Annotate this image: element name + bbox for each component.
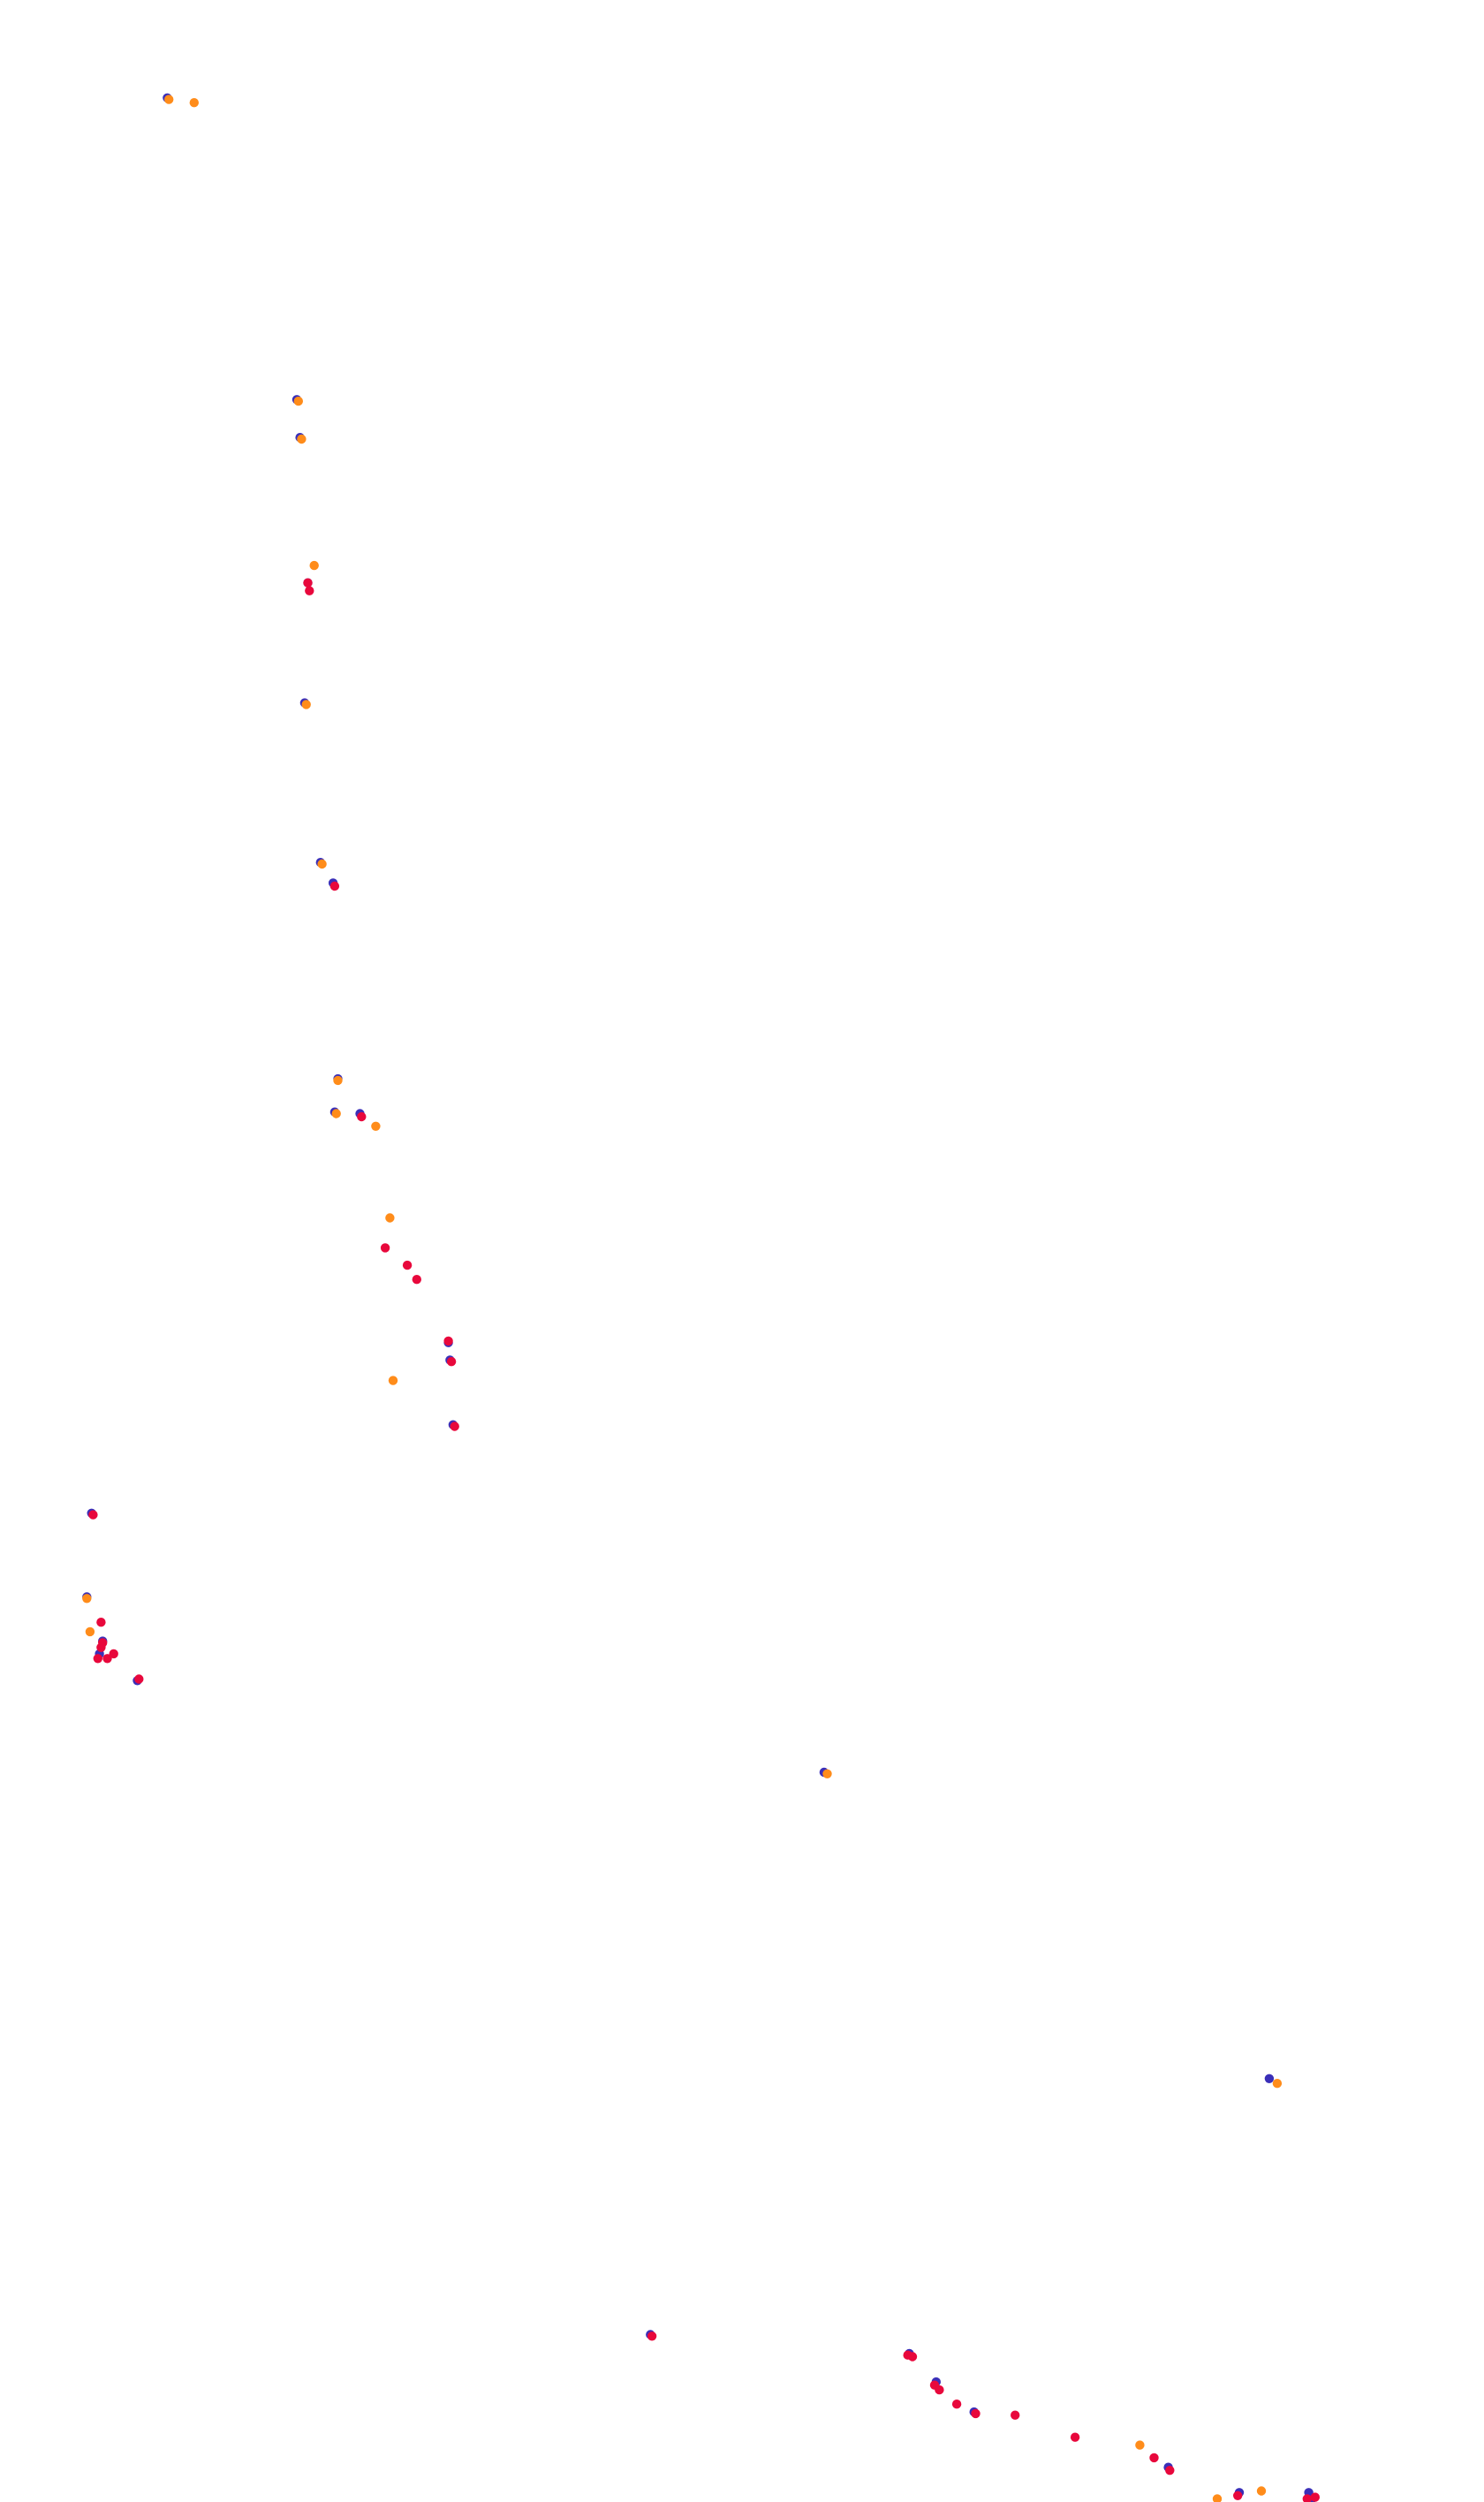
series-2-group bbox=[88, 578, 1321, 2502]
data-point bbox=[1233, 2491, 1243, 2500]
data-point bbox=[380, 1243, 390, 1253]
data-point bbox=[1310, 2492, 1321, 2502]
data-point bbox=[935, 2384, 944, 2395]
data-point bbox=[402, 1260, 413, 1270]
data-point bbox=[1212, 2494, 1223, 2502]
series-1-group bbox=[82, 95, 1283, 2502]
data-point bbox=[98, 1638, 108, 1648]
data-point bbox=[446, 1357, 457, 1367]
data-point bbox=[134, 1674, 144, 1684]
data-point bbox=[309, 560, 319, 571]
data-point bbox=[951, 2400, 962, 2409]
data-point bbox=[647, 2331, 657, 2341]
data-point bbox=[301, 700, 311, 709]
data-point bbox=[357, 1111, 367, 1122]
data-point bbox=[1149, 2453, 1159, 2463]
data-point bbox=[822, 1769, 832, 1779]
data-point bbox=[1070, 2432, 1080, 2442]
data-point bbox=[1165, 2466, 1175, 2475]
data-point bbox=[82, 1594, 92, 1604]
data-point bbox=[189, 98, 199, 108]
data-point bbox=[385, 1213, 395, 1223]
data-point bbox=[1272, 2079, 1283, 2089]
data-point bbox=[85, 1626, 95, 1637]
data-point bbox=[412, 1275, 421, 1285]
data-point bbox=[96, 1618, 106, 1627]
data-point bbox=[1135, 2440, 1145, 2450]
data-point bbox=[109, 1649, 118, 1659]
data-point bbox=[164, 95, 174, 104]
data-point bbox=[293, 396, 303, 406]
data-point bbox=[297, 434, 307, 444]
data-point bbox=[450, 1422, 459, 1431]
data-point bbox=[1264, 2074, 1275, 2083]
data-point bbox=[1256, 2486, 1267, 2496]
data-point bbox=[102, 1654, 112, 1664]
data-point bbox=[1011, 2410, 1020, 2420]
data-point bbox=[305, 586, 314, 595]
data-point bbox=[907, 2352, 918, 2362]
data-point bbox=[388, 1376, 398, 1385]
data-point bbox=[331, 1109, 341, 1118]
points-layer bbox=[82, 93, 1321, 2502]
data-point bbox=[329, 881, 340, 891]
data-point bbox=[303, 578, 313, 588]
data-point bbox=[971, 2408, 980, 2419]
data-point bbox=[333, 1075, 343, 1086]
data-point bbox=[88, 1510, 98, 1520]
data-point bbox=[443, 1336, 453, 1346]
data-point bbox=[317, 859, 327, 869]
data-point bbox=[371, 1121, 381, 1132]
data-point bbox=[93, 1654, 103, 1664]
data-point bbox=[1302, 2494, 1312, 2502]
